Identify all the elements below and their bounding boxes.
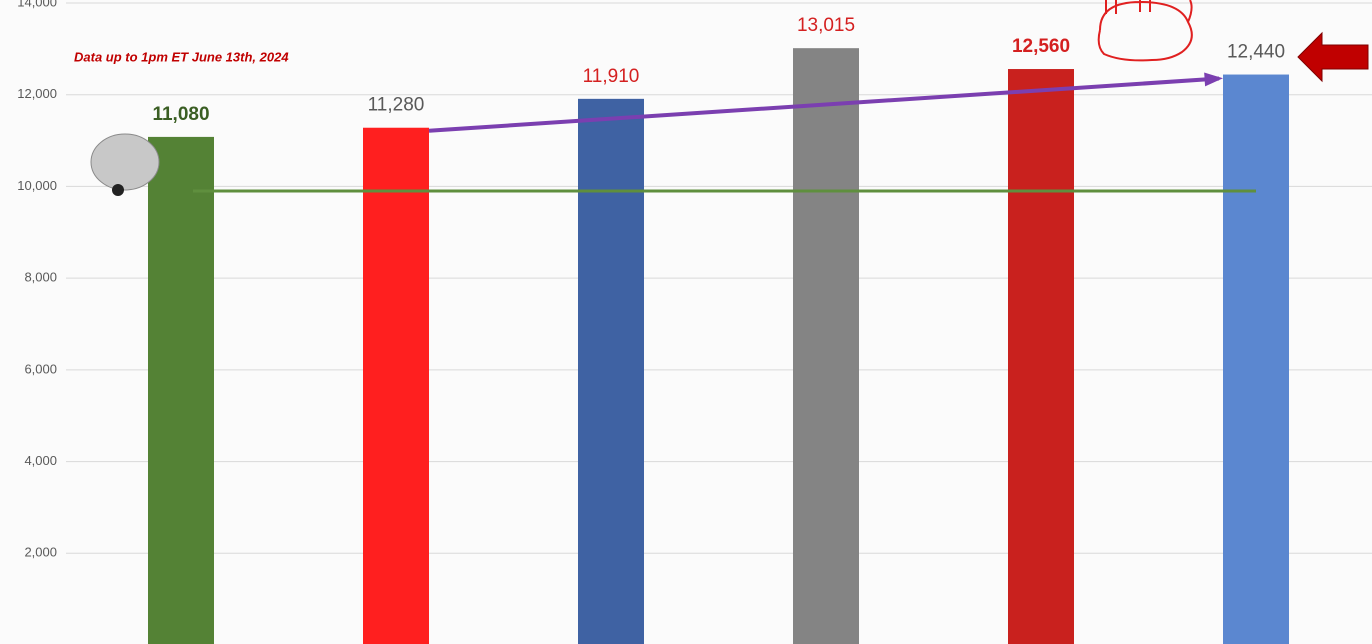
trend-arrowhead [1204,72,1223,87]
wolf-icon [90,133,160,191]
bar [1223,74,1289,644]
bar [363,127,429,644]
bar [148,136,214,644]
value-label: 11,280 [368,95,425,116]
y-tick-label: 12,000 [17,86,57,101]
annotation: Data up to 1pm ET June 13th, 2024 [74,49,289,64]
bar [793,48,859,644]
value-label: 11,080 [152,104,209,125]
bar [1008,69,1074,644]
y-tick-label: 14,000 [17,0,57,9]
bar [578,98,644,644]
value-label: 12,560 [1012,36,1070,57]
y-tick-label: 8,000 [24,270,57,285]
value-label: 11,910 [583,66,640,87]
y-tick-label: 4,000 [24,453,57,468]
value-label: 12,440 [1227,42,1285,63]
y-tick-label: 2,000 [24,545,57,560]
trend-arrow [428,76,1220,133]
value-label: 13,015 [797,15,855,36]
paw-icon [112,184,124,196]
pointer-arrow [1297,31,1369,83]
y-tick-label: 6,000 [24,361,57,376]
elephant-icon [1097,0,1193,62]
y-tick-label: 10,000 [17,178,57,193]
